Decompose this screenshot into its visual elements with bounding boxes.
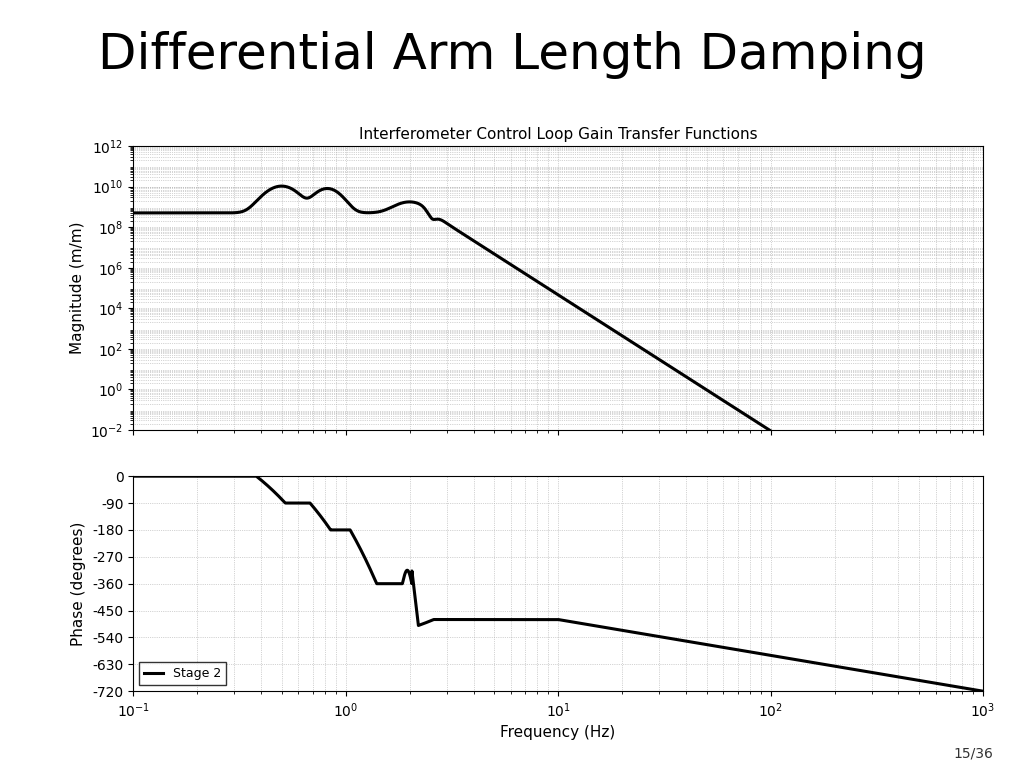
Legend: Stage 2: Stage 2 (139, 662, 226, 685)
Text: 15/36: 15/36 (953, 746, 993, 760)
Y-axis label: Phase (degrees): Phase (degrees) (72, 521, 86, 646)
Title: Interferometer Control Loop Gain Transfer Functions: Interferometer Control Loop Gain Transfe… (358, 127, 758, 142)
Y-axis label: Magnitude (m/m): Magnitude (m/m) (70, 222, 85, 354)
Text: Differential Arm Length Damping: Differential Arm Length Damping (97, 31, 927, 79)
X-axis label: Frequency (Hz): Frequency (Hz) (501, 725, 615, 740)
